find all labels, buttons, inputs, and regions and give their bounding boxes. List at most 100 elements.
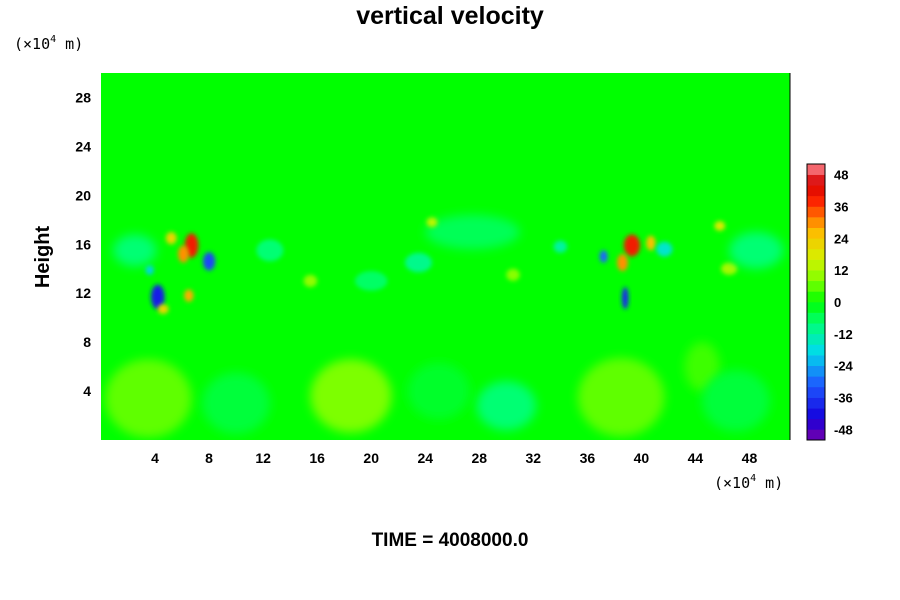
colorbar-swatch — [807, 164, 825, 175]
heatmap-feature — [150, 284, 165, 310]
heatmap-feature — [729, 232, 784, 269]
colorbar-swatch — [807, 270, 825, 282]
x-tick-label: 16 — [309, 450, 325, 466]
x-unit-suffix: m) — [756, 474, 784, 492]
heatmap-feature — [165, 232, 177, 245]
heatmap-feature — [113, 234, 157, 267]
x-tick-label: 32 — [526, 450, 542, 466]
x-tick-label: 44 — [688, 450, 704, 466]
heatmap-feature — [721, 262, 738, 275]
colorbar-swatch — [807, 344, 825, 356]
colorbar-swatch — [807, 206, 825, 218]
heatmap-feature — [426, 217, 438, 228]
heatmap-feature — [623, 234, 641, 257]
colorbar-swatch — [807, 291, 825, 303]
heatmap-feature — [202, 372, 270, 434]
heatmap-feature — [702, 370, 770, 432]
x-unit-prefix: (×10 — [714, 474, 751, 492]
colorbar-swatch — [807, 248, 825, 260]
heatmap-feature — [404, 252, 432, 273]
colorbar-tick-label: 0 — [834, 295, 841, 310]
x-tick-label: 12 — [255, 450, 271, 466]
x-tick-label: 4 — [151, 450, 159, 466]
y-tick-label: 20 — [75, 187, 91, 203]
heatmap-feature — [354, 271, 388, 291]
y-tick-label: 16 — [75, 236, 91, 252]
colorbar-swatch — [807, 365, 825, 377]
colorbar-swatch — [807, 195, 825, 207]
colorbar-swatch — [807, 323, 825, 335]
x-tick-label: 36 — [580, 450, 596, 466]
colorbar-swatch — [807, 376, 825, 388]
colorbar-swatch — [807, 217, 825, 228]
colorbar-swatch — [807, 302, 825, 313]
colorbar: 48 36 24 12 0 -12 -24 -36 -48 — [806, 163, 854, 441]
colorbar-tick-label: -36 — [834, 391, 853, 406]
y-unit-exponent: 4 — [50, 34, 57, 45]
heatmap-feature — [310, 359, 392, 433]
x-axis-ticks: 4 8 12 16 20 24 28 32 36 40 44 48 — [151, 450, 757, 466]
heatmap-feature — [105, 359, 192, 438]
y-tick-label: 24 — [75, 138, 91, 154]
heatmap-feature — [599, 250, 608, 263]
heatmap-feature — [178, 245, 189, 263]
x-tick-label: 24 — [417, 450, 433, 466]
plot-area — [101, 73, 791, 440]
colorbar-border — [806, 163, 826, 441]
heatmap-feature — [157, 304, 169, 314]
x-axis-unit: (×104 m) — [714, 473, 783, 492]
colorbar-swatch — [807, 174, 825, 186]
colorbar-swatch — [807, 408, 825, 420]
heatmap-feature — [621, 287, 629, 310]
heatmap-feature — [553, 240, 568, 253]
x-tick-label: 8 — [205, 450, 213, 466]
colorbar-tick-label: -48 — [834, 422, 853, 437]
heatmap-feature — [303, 274, 318, 288]
heatmap-feature — [656, 241, 673, 257]
y-axis-ticks: 4 8 12 16 20 24 28 — [75, 89, 91, 399]
colorbar-swatch — [807, 185, 825, 197]
colorbar-swatch — [807, 397, 825, 409]
heatmap-feature — [256, 239, 284, 262]
colorbar-swatch — [807, 312, 825, 324]
heatmap-feature — [684, 342, 720, 392]
colorbar-swatch — [807, 429, 825, 441]
heatmap-feature — [425, 214, 520, 250]
y-axis-label: Height — [32, 226, 54, 289]
heatmap-feature — [506, 268, 520, 281]
heatmap-feature — [407, 362, 470, 420]
y-tick-label: 8 — [83, 334, 91, 350]
heatmap-feature — [714, 221, 726, 231]
x-tick-label: 40 — [634, 450, 650, 466]
colorbar-tick-label: 24 — [834, 231, 849, 246]
heatmap-feature — [617, 254, 628, 272]
colorbar-swatch — [807, 238, 825, 250]
y-unit-prefix: (×10 — [14, 35, 51, 53]
chart-title: vertical velocity — [356, 2, 544, 30]
y-tick-label: 4 — [83, 383, 91, 399]
x-tick-label: 48 — [742, 450, 758, 466]
x-tick-label: 20 — [363, 450, 379, 466]
y-tick-label: 28 — [75, 89, 91, 105]
colorbar-tick-label: -12 — [834, 327, 853, 342]
y-tick-label: 12 — [75, 285, 91, 301]
y-unit-suffix: m) — [56, 35, 84, 53]
colorbar-tick-label: -24 — [834, 359, 854, 374]
colorbar-tick-label: 48 — [834, 168, 848, 183]
x-unit-exponent: 4 — [750, 473, 757, 484]
colorbar-swatch — [807, 333, 825, 345]
heatmap-feature — [476, 381, 537, 431]
colorbar-tick-label: 12 — [834, 263, 848, 278]
heatmap-feature — [202, 252, 216, 271]
colorbar-swatch — [807, 355, 825, 366]
x-tick-label: 28 — [471, 450, 487, 466]
colorbar-swatch — [807, 227, 825, 239]
heatmap-feature — [184, 289, 194, 302]
colorbar-swatch — [807, 418, 825, 430]
heatmap-feature — [646, 235, 656, 251]
heatmap-feature — [145, 265, 154, 275]
time-label: TIME = 4008000.0 — [371, 530, 529, 551]
colorbar-swatch — [807, 386, 825, 398]
y-axis-unit: (×104 m) — [14, 34, 83, 53]
